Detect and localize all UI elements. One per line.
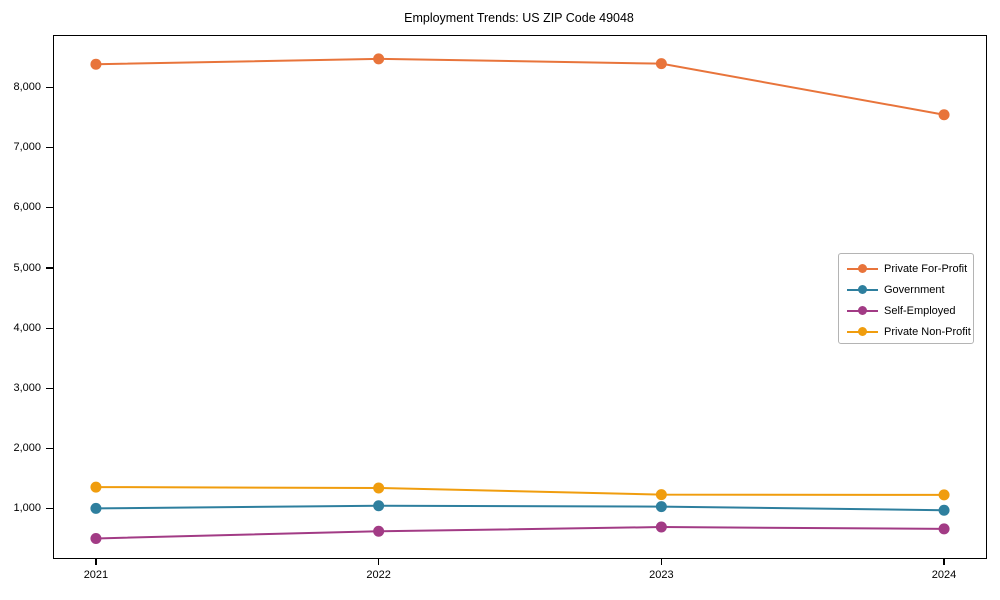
marker-self-employed-2022 xyxy=(373,525,385,537)
marker-private-for-profit-2023 xyxy=(655,58,667,70)
y-tick-mark xyxy=(46,507,53,509)
marker-private-for-profit-2024 xyxy=(938,109,950,121)
x-tick-label: 2024 xyxy=(931,569,957,581)
y-tick-mark xyxy=(46,147,53,149)
series-line-private-for-profit xyxy=(95,57,945,116)
x-tick-mark xyxy=(378,558,380,565)
legend-item-self-employed: Self-Employed xyxy=(839,300,973,321)
marker-self-employed-2024 xyxy=(938,523,950,535)
x-tick-label: 2021 xyxy=(83,569,109,581)
marker-private-non-profit-2023 xyxy=(655,489,667,501)
marker-government-2021 xyxy=(90,502,102,514)
marker-self-employed-2021 xyxy=(90,532,102,544)
legend-label: Government xyxy=(884,283,945,296)
legend-item-government: Government xyxy=(839,279,973,300)
marker-private-non-profit-2021 xyxy=(90,481,102,493)
marker-government-2022 xyxy=(373,500,385,512)
marker-self-employed-2023 xyxy=(655,521,667,533)
marker-private-for-profit-2021 xyxy=(90,58,102,70)
chart-title: Employment Trends: US ZIP Code 49048 xyxy=(404,11,634,25)
legend-line-marker-icon xyxy=(847,285,878,294)
x-tick-mark xyxy=(95,558,97,565)
x-tick-mark xyxy=(943,558,945,565)
legend-label: Private For-Profit xyxy=(884,262,968,275)
y-tick-mark xyxy=(46,87,53,89)
legend-box: Private For-Profit Government Self-Employe… xyxy=(838,253,974,344)
y-tick-mark xyxy=(46,447,53,449)
legend-item-private-non-profit: Private Non-Profit xyxy=(839,321,973,342)
y-tick-label: 7,000 xyxy=(13,141,41,154)
x-tick-mark xyxy=(660,558,662,565)
y-tick-label: 4,000 xyxy=(13,321,41,334)
y-tick-mark xyxy=(46,207,53,209)
y-tick-label: 3,000 xyxy=(13,381,41,394)
y-tick-label: 1,000 xyxy=(13,501,41,514)
legend-line-marker-icon xyxy=(847,264,878,273)
legend-label: Self-Employed xyxy=(884,304,956,317)
x-tick-label: 2022 xyxy=(366,569,391,581)
x-tick-label: 2023 xyxy=(649,569,674,581)
series-line-private-non-profit xyxy=(95,486,945,496)
y-tick-label: 2,000 xyxy=(13,441,41,454)
marker-private-for-profit-2022 xyxy=(373,53,385,65)
legend-line-marker-icon xyxy=(847,306,878,315)
y-tick-label: 5,000 xyxy=(13,261,41,274)
plot-svg xyxy=(90,53,950,544)
y-tick-mark xyxy=(46,387,53,389)
legend-label: Private Non-Profit xyxy=(884,325,971,338)
legend-line-marker-icon xyxy=(847,327,878,336)
series-line-government xyxy=(95,504,945,512)
marker-private-non-profit-2022 xyxy=(373,482,385,494)
legend-item-private-for-profit: Private For-Profit xyxy=(839,258,973,279)
y-tick-label: 8,000 xyxy=(13,81,41,94)
y-tick-mark xyxy=(46,327,53,329)
y-tick-mark xyxy=(46,267,53,269)
plot-area: 1,000 2,000 3,000 4,000 5,000 6,000 7,000 8,000… xyxy=(13,35,987,581)
series-line-self-employed xyxy=(95,526,945,540)
y-tick-label: 6,000 xyxy=(13,201,41,214)
marker-private-non-profit-2024 xyxy=(938,489,950,501)
marker-government-2023 xyxy=(655,501,667,513)
marker-government-2024 xyxy=(938,504,950,516)
